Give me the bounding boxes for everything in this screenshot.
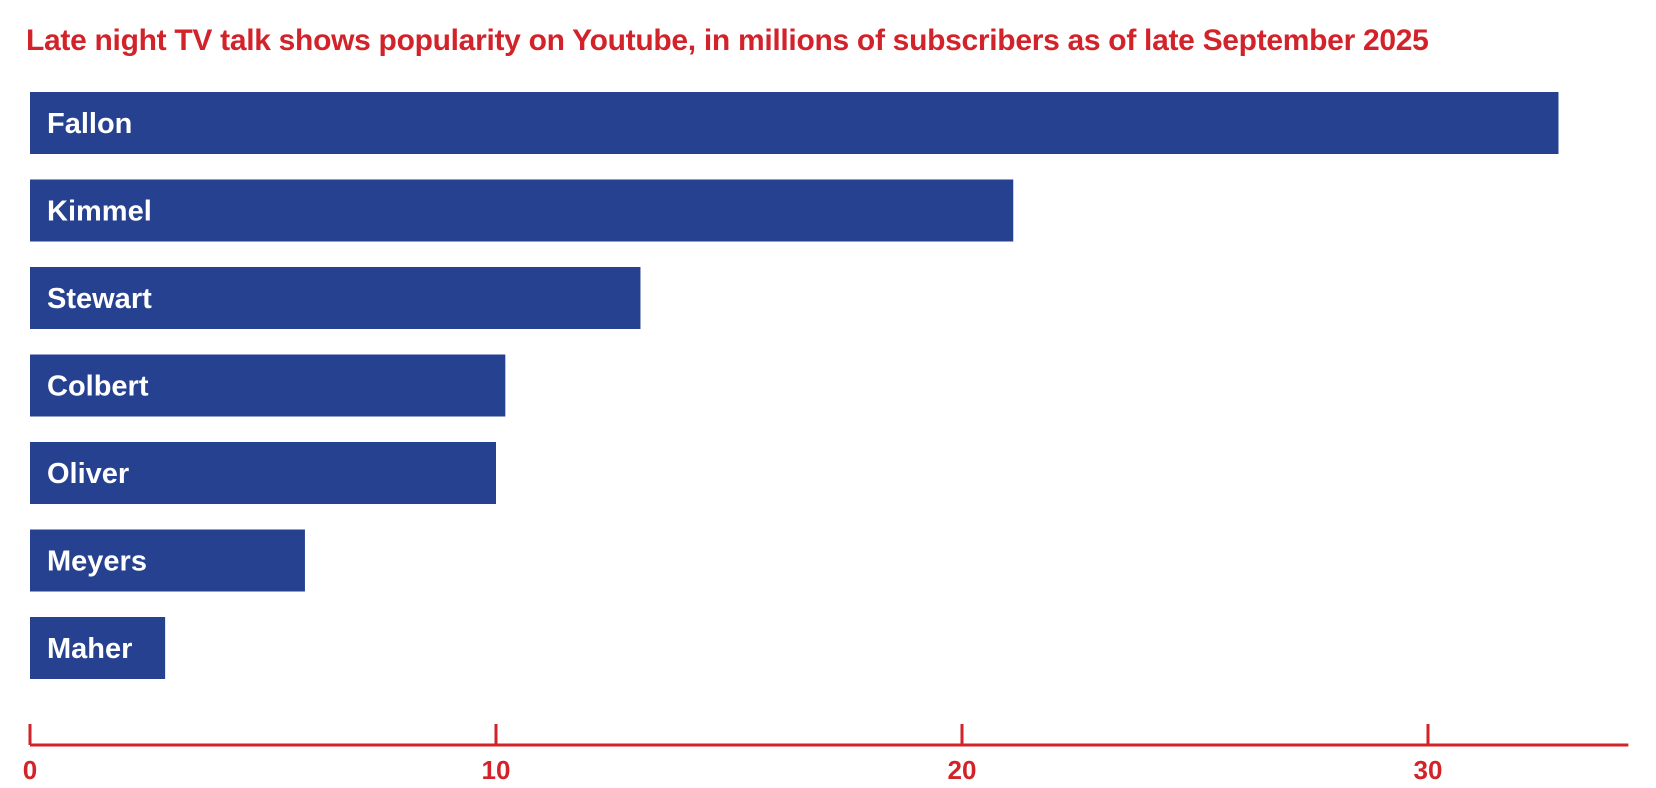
bar-meyers (30, 529, 305, 592)
x-tick-label-20: 20 (948, 755, 977, 785)
bar-label-stewart: Stewart (47, 283, 152, 315)
x-tick-label-0: 0 (23, 755, 37, 785)
bar-label-meyers: Meyers (47, 546, 147, 578)
bar-label-colbert: Colbert (47, 371, 149, 403)
chart-title: Late night TV talk shows popularity on Y… (26, 24, 1429, 57)
bar-oliver (30, 442, 496, 504)
bar-label-kimmel: Kimmel (47, 196, 152, 228)
bar-kimmel (30, 179, 1014, 242)
bars-layer: Fallon Kimmel Stewart Colbert Oliver Meyers Ma… (30, 92, 1559, 679)
bar-label-oliver: Oliver (47, 458, 129, 490)
bar-label-fallon: Fallon (47, 108, 132, 140)
x-tick-label-10: 10 (482, 755, 511, 785)
bar-colbert (30, 354, 506, 417)
bar-stewart (30, 267, 641, 329)
x-tick-label-30: 30 (1414, 755, 1443, 785)
bar-label-maher: Maher (47, 633, 132, 665)
bar-fallon (30, 92, 1559, 154)
x-axis: 0 10 20 30 (23, 724, 1629, 785)
bar-maher (30, 617, 166, 679)
